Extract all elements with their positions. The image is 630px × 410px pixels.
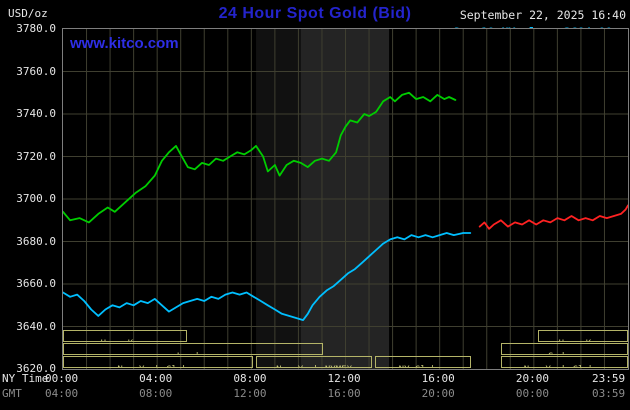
x-axis-row-name: NY Time	[2, 372, 49, 385]
x-tick-label: 00:00	[45, 372, 79, 385]
session-label: NY Globex	[399, 365, 448, 367]
x-tick-label: 04:00	[45, 387, 79, 400]
x-tick-label: 12:00	[327, 372, 361, 385]
y-tick-label: 3720.0	[16, 149, 56, 163]
session-box: Sydney	[500, 343, 628, 355]
x-tick-label: 04:00	[139, 372, 173, 385]
y-tick-label: 3780.0	[16, 22, 56, 35]
session-box: New York NYMEX	[256, 356, 373, 368]
y-tick-label: 3660.0	[16, 277, 56, 290]
chart-plot-area: www.kitco.com Hong Kong Hong Kong London Sy…	[62, 28, 629, 370]
session-box: New York Globex	[500, 356, 628, 368]
x-tick-label: 12:00	[233, 387, 267, 400]
y-axis-units-label: USD/oz	[8, 7, 48, 20]
y-tick-label: 3620.0	[16, 362, 56, 375]
session-box: London	[63, 343, 324, 355]
y-tick-label: 3680.0	[16, 234, 56, 248]
x-tick-label: 20:00	[515, 372, 549, 385]
session-label: Sydney	[548, 352, 581, 354]
y-tick-label: 3740.0	[16, 107, 56, 120]
session-label: Hong Kong	[559, 339, 608, 341]
x-tick-label: 03:59	[592, 387, 626, 400]
session-label: Hong Kong	[101, 339, 150, 341]
price-lines-plot	[63, 29, 628, 369]
y-tick-label: 3700.0	[16, 192, 56, 205]
x-tick-label: 16:00	[421, 372, 455, 385]
session-box: New York Globex	[63, 356, 253, 368]
series-line	[63, 232, 472, 322]
y-tick-label: 3640.0	[16, 319, 56, 333]
x-tick-label: 08:00	[233, 372, 267, 385]
session-box: Hong Kong	[63, 330, 188, 342]
page-title: 24 Hour Spot Gold (Bid)	[218, 5, 412, 22]
x-tick-label: 20:00	[421, 387, 455, 400]
session-label: New York Globex	[524, 365, 605, 367]
y-tick-label: 3760.0	[16, 64, 56, 78]
x-tick-label: 08:00	[139, 387, 173, 400]
x-tick-label: 00:00	[515, 387, 549, 400]
kitco-watermark-link[interactable]: www.kitco.com	[70, 35, 179, 52]
session-box: Hong Kong	[538, 330, 628, 342]
session-label: London	[177, 352, 210, 354]
x-axis-row-name: GMT	[2, 387, 22, 400]
series-line	[63, 91, 457, 224]
session-box: NY Globex	[375, 356, 471, 368]
session-label: New York Globex	[117, 365, 198, 367]
chart-datetime: September 22, 2025 16:40	[459, 8, 626, 22]
series-line	[478, 204, 628, 230]
x-tick-label: 23:59	[592, 372, 626, 385]
x-tick-label: 16:00	[327, 387, 361, 400]
session-label: New York NYMEX	[276, 365, 352, 367]
